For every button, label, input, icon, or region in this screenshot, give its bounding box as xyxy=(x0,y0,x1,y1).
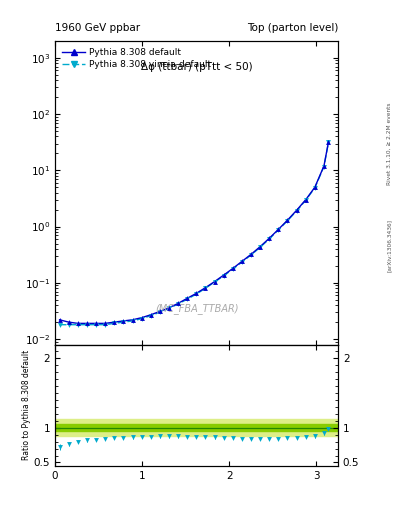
Bar xyxy=(55,424,338,431)
Text: Top (parton level): Top (parton level) xyxy=(246,23,338,33)
Text: [arXiv:1306.3436]: [arXiv:1306.3436] xyxy=(387,219,392,272)
Text: 1960 GeV ppbar: 1960 GeV ppbar xyxy=(55,23,140,33)
Legend: Pythia 8.308 default, Pythia 8.308 vincia-default: Pythia 8.308 default, Pythia 8.308 vinci… xyxy=(59,46,214,72)
Text: Rivet 3.1.10, ≥ 2.2M events: Rivet 3.1.10, ≥ 2.2M events xyxy=(387,102,392,185)
Text: Δφ (t̅tbar) (pTtt < 50): Δφ (t̅tbar) (pTtt < 50) xyxy=(141,62,252,72)
Y-axis label: Ratio to Pythia 8.308 default: Ratio to Pythia 8.308 default xyxy=(22,350,31,460)
Text: (MC_FBA_TTBAR): (MC_FBA_TTBAR) xyxy=(155,303,238,313)
Bar xyxy=(55,419,338,436)
